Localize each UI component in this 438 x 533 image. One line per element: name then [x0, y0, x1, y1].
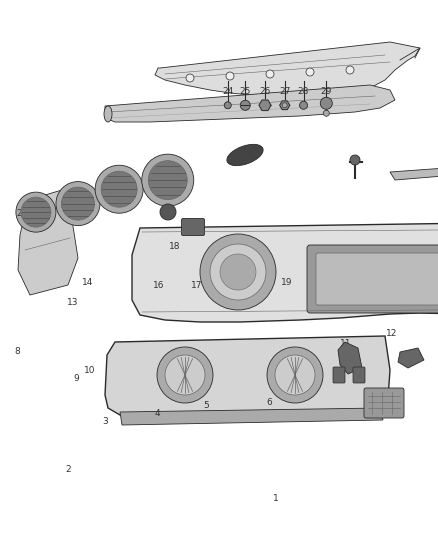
Text: 17: 17: [191, 281, 203, 289]
FancyBboxPatch shape: [307, 245, 438, 313]
Circle shape: [350, 155, 360, 165]
Circle shape: [148, 160, 187, 200]
Text: 21: 21: [60, 201, 71, 209]
Circle shape: [21, 197, 51, 227]
Circle shape: [16, 192, 56, 232]
Polygon shape: [105, 336, 390, 415]
Text: 29: 29: [321, 87, 332, 96]
Text: 9: 9: [74, 374, 80, 383]
Text: 14: 14: [82, 278, 93, 287]
Text: 20: 20: [16, 209, 28, 217]
Text: 10: 10: [84, 366, 95, 375]
Text: 23: 23: [156, 172, 168, 180]
FancyBboxPatch shape: [316, 253, 438, 305]
Circle shape: [101, 171, 137, 207]
Circle shape: [61, 187, 95, 220]
Circle shape: [186, 74, 194, 82]
FancyBboxPatch shape: [181, 219, 205, 236]
Text: 12: 12: [386, 329, 398, 337]
Circle shape: [240, 100, 250, 110]
Text: 22: 22: [102, 185, 113, 193]
Polygon shape: [105, 85, 395, 122]
Text: 4: 4: [155, 409, 160, 417]
Text: 3: 3: [102, 417, 108, 425]
Polygon shape: [18, 190, 78, 295]
Circle shape: [165, 355, 205, 395]
Text: 28: 28: [298, 87, 309, 96]
Circle shape: [200, 234, 276, 310]
Text: 16: 16: [153, 281, 164, 289]
Circle shape: [220, 254, 256, 290]
Polygon shape: [338, 342, 362, 374]
Ellipse shape: [227, 144, 263, 166]
Circle shape: [267, 347, 323, 403]
FancyBboxPatch shape: [353, 367, 365, 383]
Circle shape: [266, 70, 274, 78]
Text: 8: 8: [14, 348, 21, 356]
Polygon shape: [398, 348, 424, 368]
Circle shape: [157, 347, 213, 403]
Text: 26: 26: [259, 87, 271, 96]
Circle shape: [300, 101, 307, 109]
Circle shape: [282, 103, 287, 108]
Circle shape: [346, 66, 354, 74]
Circle shape: [275, 355, 315, 395]
Polygon shape: [155, 42, 420, 96]
Text: 6: 6: [266, 398, 272, 407]
Text: 11: 11: [340, 340, 352, 348]
Polygon shape: [259, 100, 271, 110]
Polygon shape: [132, 220, 438, 322]
Text: 7: 7: [317, 379, 323, 388]
Text: 25: 25: [240, 87, 251, 96]
Ellipse shape: [104, 106, 112, 122]
Polygon shape: [390, 165, 438, 180]
FancyBboxPatch shape: [364, 388, 404, 418]
Text: 27: 27: [279, 87, 290, 96]
Circle shape: [323, 110, 329, 116]
Circle shape: [160, 204, 176, 220]
Circle shape: [320, 98, 332, 109]
Circle shape: [306, 68, 314, 76]
Circle shape: [210, 244, 266, 300]
Text: 18: 18: [169, 242, 180, 251]
Text: 5: 5: [203, 401, 209, 409]
Text: 24: 24: [222, 87, 233, 96]
Polygon shape: [280, 101, 290, 110]
Text: 19: 19: [281, 278, 293, 287]
Circle shape: [95, 165, 143, 213]
Text: 13: 13: [67, 298, 78, 307]
Circle shape: [56, 182, 100, 225]
FancyBboxPatch shape: [333, 367, 345, 383]
Circle shape: [224, 102, 231, 109]
Polygon shape: [120, 408, 383, 425]
Text: 2: 2: [65, 465, 71, 473]
Circle shape: [226, 72, 234, 80]
Circle shape: [142, 154, 194, 206]
Text: 1: 1: [273, 494, 279, 503]
